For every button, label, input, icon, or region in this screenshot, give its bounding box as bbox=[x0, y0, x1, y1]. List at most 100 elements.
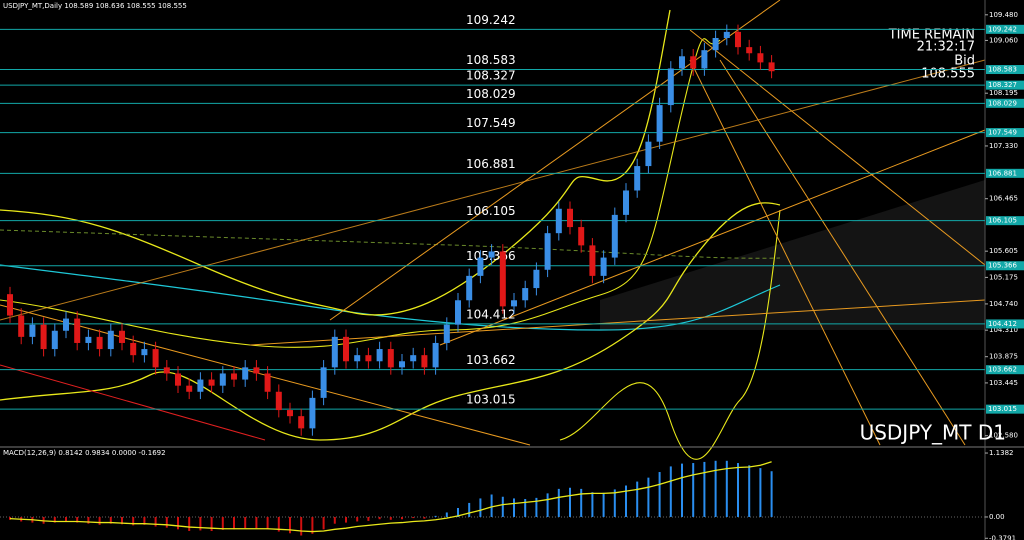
level-label: 107.549 bbox=[466, 116, 516, 130]
candle-body bbox=[667, 68, 674, 106]
ichimoku-cloud bbox=[600, 180, 985, 330]
candle-body bbox=[309, 397, 316, 429]
macd-bar bbox=[188, 516, 191, 532]
macd-bar bbox=[289, 516, 291, 534]
candle-body bbox=[723, 31, 730, 38]
candle-body bbox=[679, 56, 685, 69]
macd-bar bbox=[154, 516, 157, 527]
candle-body bbox=[623, 190, 629, 215]
macd-bar bbox=[468, 502, 471, 517]
macd-bar bbox=[490, 494, 493, 517]
macd-bar bbox=[311, 516, 314, 534]
macd-bar bbox=[333, 516, 336, 524]
candle-body bbox=[63, 318, 69, 331]
level-tag-label: 105.366 bbox=[988, 262, 1017, 270]
level-tag-label: 108.029 bbox=[988, 99, 1017, 107]
y-tick-label: 104.740 bbox=[989, 300, 1018, 308]
macd-bar bbox=[165, 516, 168, 528]
level-tag-label: 103.015 bbox=[988, 405, 1017, 413]
macd-bar bbox=[434, 515, 437, 517]
candle-body bbox=[343, 336, 349, 362]
candle-body bbox=[96, 336, 103, 350]
macd-bar bbox=[53, 516, 56, 523]
macd-bar bbox=[401, 516, 403, 520]
y-tick-label: 109.060 bbox=[989, 36, 1018, 44]
macd-bar bbox=[76, 516, 79, 523]
y-tick-label: 104.310 bbox=[989, 326, 1018, 334]
candle-body bbox=[264, 373, 271, 392]
macd-bar bbox=[389, 516, 392, 520]
candle-body bbox=[656, 105, 663, 142]
macd-bar bbox=[412, 516, 415, 519]
symbol-label: USDJPY_MT D1 bbox=[860, 421, 1006, 445]
y-tick-label: 106.465 bbox=[989, 195, 1018, 203]
macd-bar bbox=[367, 516, 370, 521]
time-remain: 21:32:17 bbox=[917, 40, 975, 55]
chart-header: USDJPY_MT,Daily 108.589 108.636 108.555 … bbox=[3, 2, 187, 10]
macd-header: MACD(12,26,9) 0.8142 0.9834 0.0000 -0.16… bbox=[3, 449, 166, 457]
level-tag bbox=[986, 65, 1024, 75]
candle-body bbox=[443, 324, 450, 343]
candle-body bbox=[18, 315, 25, 337]
candle-body bbox=[107, 330, 114, 350]
bid: 108.555 bbox=[921, 67, 975, 82]
trend-line bbox=[0, 364, 266, 441]
level-tag-label: 106.105 bbox=[988, 217, 1017, 225]
macd-bar bbox=[445, 512, 448, 517]
macd-bar bbox=[210, 516, 213, 532]
level-label: 103.662 bbox=[466, 353, 516, 367]
macd-bar bbox=[132, 516, 135, 526]
macd-bar bbox=[636, 481, 639, 517]
y-tick-label: 1.1382 bbox=[989, 449, 1014, 457]
candle-body bbox=[208, 379, 215, 386]
y-tick-label: 0.00 bbox=[989, 513, 1005, 521]
candle-body bbox=[735, 31, 741, 48]
candle-body bbox=[399, 361, 405, 368]
candle-body bbox=[29, 324, 36, 337]
level-label: 106.105 bbox=[466, 204, 516, 218]
macd-bar bbox=[714, 460, 717, 517]
candle-body bbox=[141, 349, 148, 356]
candle-body bbox=[163, 367, 170, 374]
candle-body bbox=[74, 318, 81, 343]
macd-bar bbox=[658, 472, 661, 517]
candle-body bbox=[197, 379, 204, 392]
candle-body bbox=[40, 324, 47, 350]
time-remain-label: TIME REMAIN bbox=[888, 28, 975, 43]
candle-body bbox=[432, 342, 439, 368]
macd-bar bbox=[602, 492, 605, 517]
macd-bar bbox=[770, 471, 773, 517]
macd-bar bbox=[143, 516, 146, 525]
macd-bar bbox=[423, 516, 426, 519]
y-tick-label: 105.605 bbox=[989, 247, 1018, 255]
candle-body bbox=[298, 416, 305, 429]
candle-body bbox=[85, 336, 92, 343]
candle-body bbox=[331, 336, 338, 368]
candle-body bbox=[387, 349, 394, 368]
level-tag bbox=[986, 404, 1024, 414]
candle-body bbox=[219, 373, 226, 386]
y-tick-label: -0.3791 bbox=[989, 534, 1016, 540]
macd-bar bbox=[199, 516, 202, 531]
macd-bar bbox=[513, 498, 515, 517]
macd-bar bbox=[546, 493, 549, 517]
level-tag bbox=[986, 365, 1024, 375]
candle-body bbox=[511, 300, 517, 307]
envelope bbox=[559, 209, 781, 460]
candle-body bbox=[354, 355, 361, 362]
level-label: 103.015 bbox=[466, 393, 516, 407]
level-tag bbox=[986, 128, 1024, 138]
macd-bar bbox=[121, 516, 123, 525]
level-tag-label: 108.583 bbox=[988, 66, 1017, 74]
y-tick-label: 102.580 bbox=[989, 432, 1018, 440]
candle-body bbox=[690, 56, 697, 69]
candle-body bbox=[544, 233, 551, 270]
bid-label: Bid bbox=[954, 54, 975, 69]
level-tag-label: 104.412 bbox=[988, 320, 1017, 328]
macd-bar bbox=[356, 516, 359, 522]
candle-body bbox=[645, 141, 652, 167]
macd-bar bbox=[244, 516, 247, 529]
level-tag-label: 109.242 bbox=[988, 25, 1017, 33]
macd-bar bbox=[300, 516, 303, 536]
